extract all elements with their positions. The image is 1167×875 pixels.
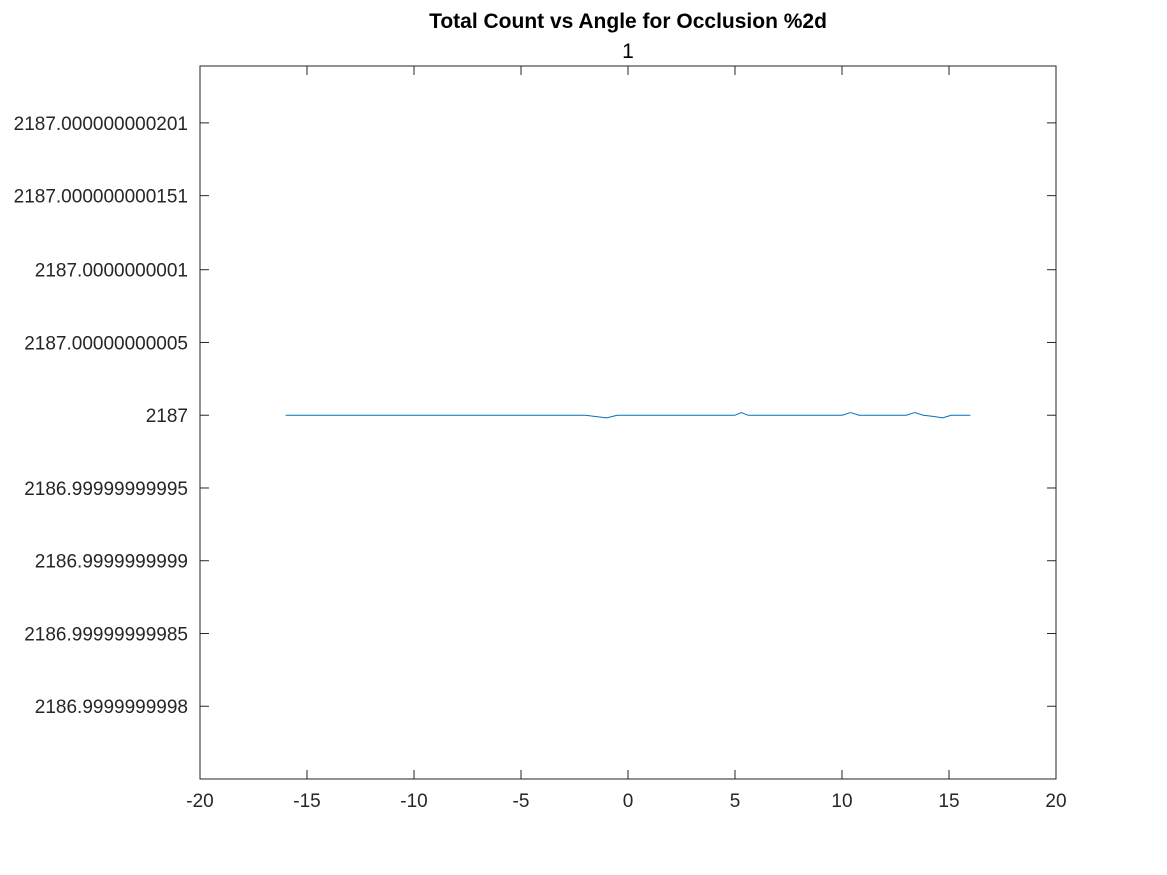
series-layer [285, 412, 971, 419]
y-tick-label: 2187.000000000151 [14, 187, 188, 208]
x-axis: -20 -15 -10 -5 0 5 10 15 20 [186, 66, 1067, 812]
y-tick-label: 2186.9999999998 [35, 697, 188, 718]
x-tick-label: -10 [400, 791, 427, 812]
x-tick-label: 5 [730, 791, 741, 812]
y-tick-label: 2187.00000000005 [24, 333, 188, 354]
y-tick-label: 2187.0000000001 [35, 261, 188, 282]
x-tick-label: -5 [513, 791, 530, 812]
y-tick-label: 2187 [146, 406, 188, 427]
x-tick-label: -20 [186, 791, 213, 812]
x-tick-label: -15 [293, 791, 320, 812]
y-tick-label: 2186.99999999995 [24, 479, 188, 500]
y-tick-label: 2186.9999999999 [35, 552, 188, 573]
y-tick-label: 2186.99999999985 [24, 624, 188, 645]
x-tick-label: 20 [1045, 791, 1066, 812]
plot-area [199, 65, 1057, 780]
series-line [285, 412, 971, 419]
y-tick-label: 2187.000000000201 [14, 114, 188, 135]
chart-title: Total Count vs Angle for Occlusion %2d [429, 10, 827, 33]
x-tick-label: 0 [623, 791, 634, 812]
y-axis: 2186.9999999998 2186.99999999985 2186.9999… [14, 114, 1056, 718]
x-tick-label: 15 [938, 791, 959, 812]
x-tick-label: 10 [831, 791, 852, 812]
chart-subtitle: 1 [622, 40, 634, 63]
